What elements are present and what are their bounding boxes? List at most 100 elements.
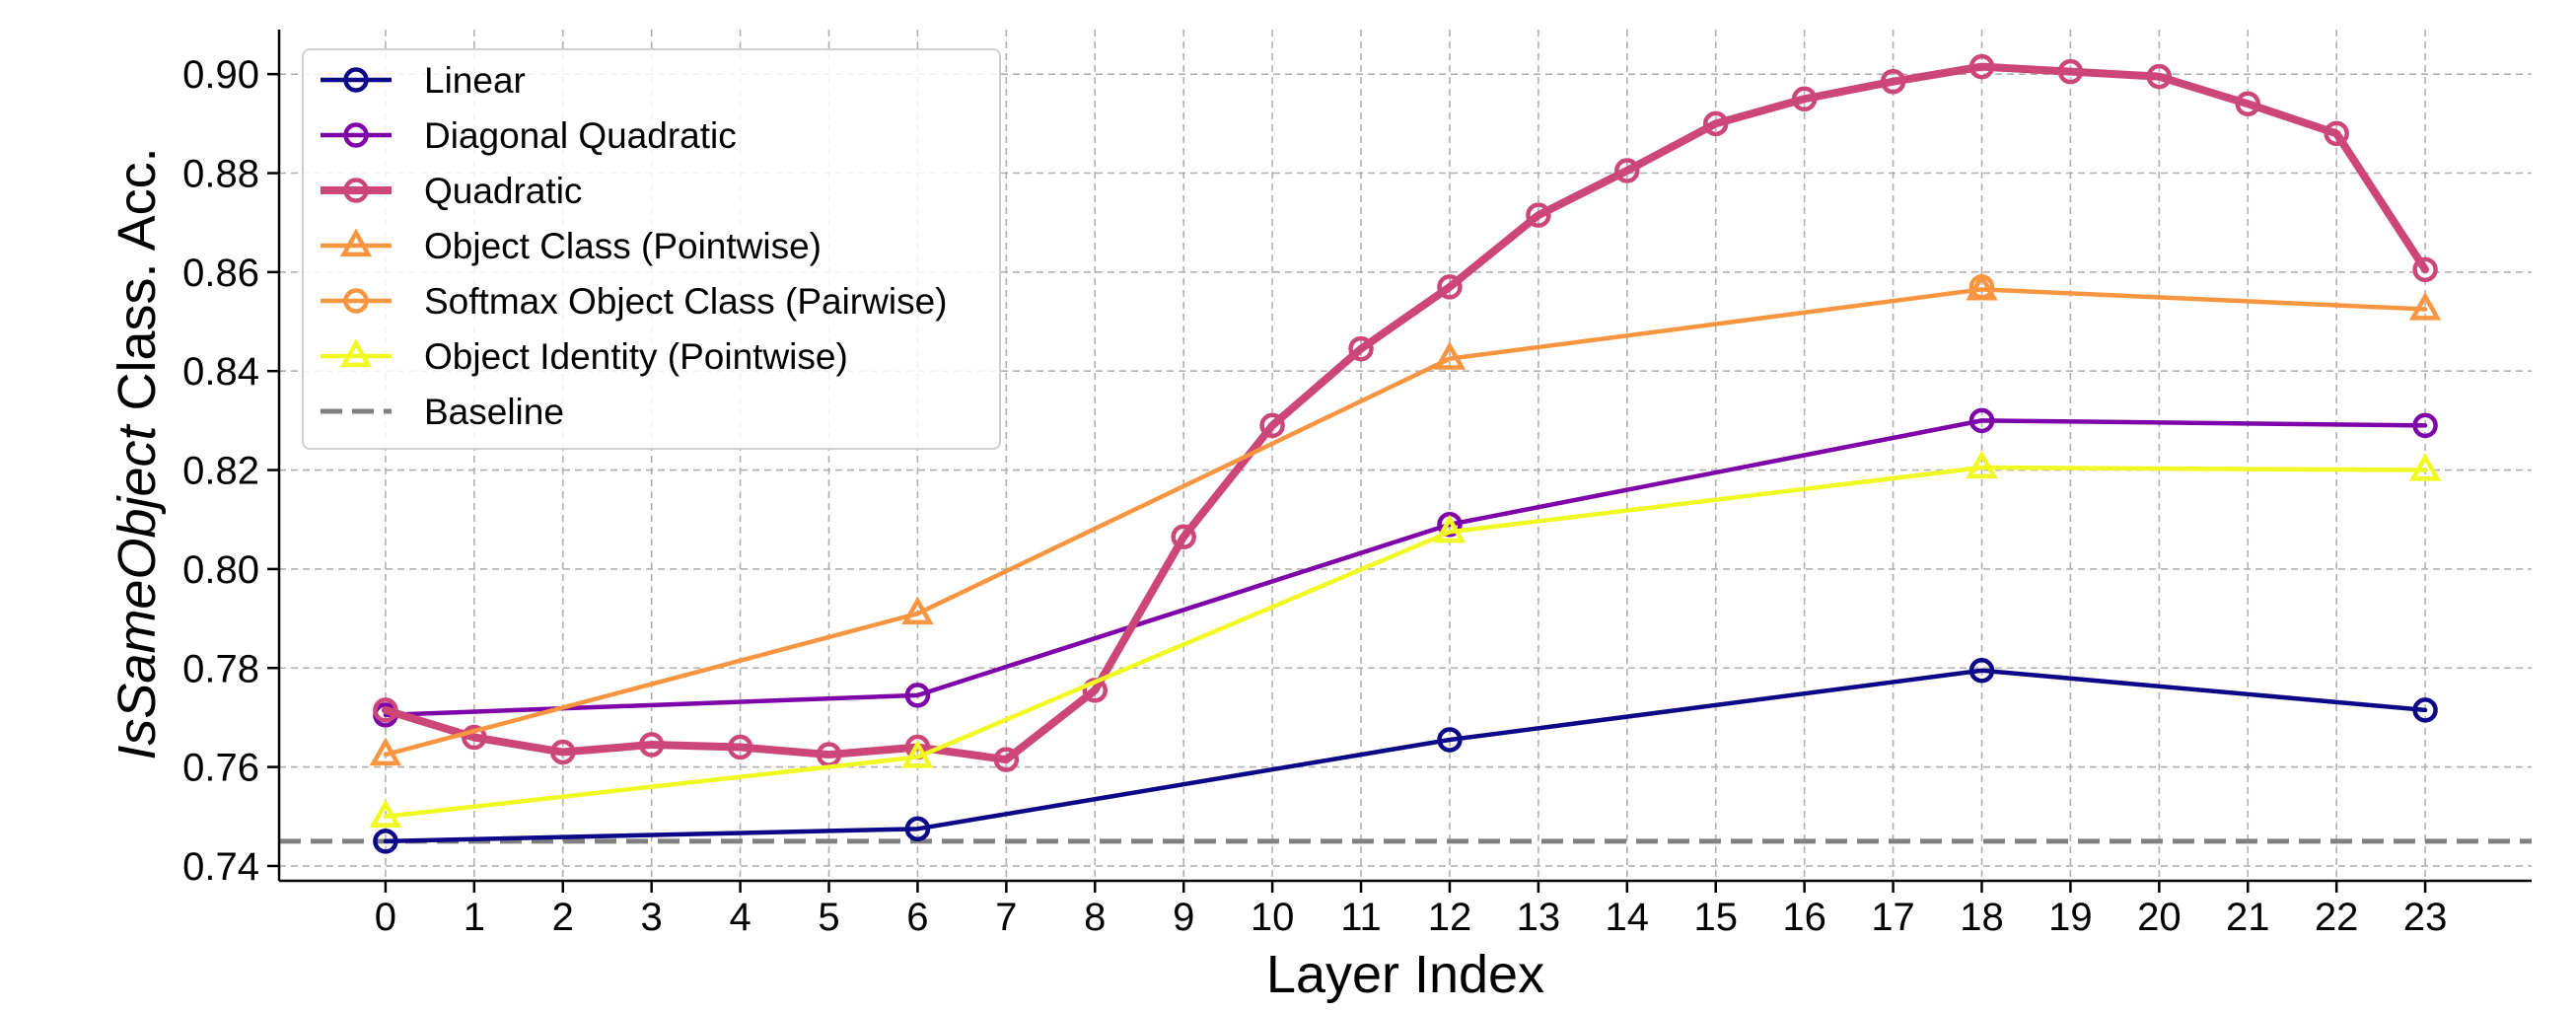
- legend-label: Baseline: [424, 392, 564, 432]
- x-tick-label: 18: [1960, 896, 2004, 939]
- legend-entry: Object Class (Pointwise): [321, 226, 822, 266]
- data-point: [462, 724, 487, 751]
- series-layer: [369, 53, 2442, 854]
- data-point: [1526, 202, 1551, 228]
- x-tick-label: 19: [2048, 896, 2093, 939]
- data-point: [369, 799, 402, 828]
- ticks: 0 1 2 3 4 5 6 7 8 9 10 11 12 13 14 15 16 17 18 19 20 21 22 230.…: [182, 53, 2447, 939]
- x-tick-label: 4: [729, 896, 751, 939]
- legend-label: Diagonal Quadratic: [424, 115, 737, 156]
- data-point: [1437, 511, 1463, 538]
- data-point: [2324, 120, 2349, 147]
- series-line: [383, 418, 2428, 718]
- x-tick-label: 12: [1428, 896, 1472, 939]
- data-point: [1171, 524, 1196, 550]
- data-point: [1433, 514, 1467, 543]
- legend-marker: [343, 122, 369, 148]
- data-point: [373, 829, 398, 854]
- legend-label: Object Class (Pointwise): [424, 226, 822, 266]
- legend-label: Quadratic: [424, 171, 582, 211]
- legend: Linear Diagonal Quadratic Quadratic Object …: [302, 48, 1001, 450]
- x-tick-label: 15: [1693, 896, 1738, 939]
- y-tick-label: 0.88: [182, 153, 259, 196]
- y-tick-label: 0.80: [182, 548, 259, 592]
- data-point: [993, 747, 1020, 772]
- data-point: [373, 697, 398, 723]
- series-0: [373, 658, 2438, 854]
- x-tick-label: 13: [1517, 896, 1561, 939]
- data-point: [549, 739, 576, 765]
- y-tick-label: 0.86: [182, 252, 259, 295]
- grid: [279, 30, 2532, 881]
- data-point: [904, 816, 931, 842]
- y-axis-title-rest: Class. Acc.: [107, 147, 167, 425]
- data-point: [2235, 91, 2261, 117]
- legend-entry: Quadratic: [321, 171, 582, 211]
- x-tick-label: 7: [995, 896, 1017, 939]
- y-tick-label: 0.90: [182, 53, 259, 97]
- data-point: [901, 739, 934, 768]
- legend-box: [302, 48, 1001, 450]
- x-tick-label: 22: [2315, 896, 2359, 939]
- legend-label: Linear: [424, 60, 526, 101]
- y-tick-label: 0.84: [182, 350, 259, 394]
- x-tick-label: 5: [818, 896, 839, 939]
- legend-marker: [339, 338, 373, 368]
- legend-entry: Softmax Object Class (Pairwise): [321, 281, 947, 322]
- legend-marker: [343, 288, 369, 314]
- data-point: [1968, 407, 1995, 434]
- series-line: [383, 287, 2428, 758]
- data-point: [1880, 68, 1906, 95]
- data-point: [727, 734, 753, 760]
- x-tick-label: 20: [2137, 896, 2182, 939]
- series-5: [369, 450, 2442, 828]
- legend-entry: Object Identity (Pointwise): [321, 336, 848, 377]
- data-point: [901, 596, 934, 625]
- x-tick-label: 1: [464, 896, 485, 939]
- x-tick-label: 17: [1871, 896, 1915, 939]
- legend-entry: Linear: [321, 60, 526, 101]
- series-4: [1968, 274, 1995, 300]
- x-tick-label: 10: [1251, 896, 1295, 939]
- x-tick-label: 9: [1173, 896, 1194, 939]
- x-tick-label: 0: [375, 896, 396, 939]
- x-tick-label: 6: [906, 896, 928, 939]
- data-point: [2412, 256, 2438, 283]
- data-point: [1968, 274, 1995, 300]
- y-tick-label: 0.76: [182, 747, 259, 790]
- data-point: [1702, 110, 1729, 137]
- data-point: [1437, 727, 1463, 753]
- series-line: [383, 465, 2428, 820]
- legend-label: Object Identity (Pointwise): [424, 336, 848, 377]
- y-axis-title: IsSameObject Class. Acc.: [107, 147, 167, 759]
- data-point: [1433, 341, 1467, 370]
- x-tick-label: 8: [1084, 896, 1106, 939]
- legend-marker: [339, 228, 373, 257]
- data-point: [1348, 335, 1374, 362]
- y-tick-label: 0.74: [182, 845, 259, 889]
- axes: [277, 30, 2532, 883]
- legend-marker: [343, 67, 369, 93]
- legend-marker: [343, 178, 369, 203]
- data-point: [2057, 58, 2084, 85]
- x-tick-label: 14: [1606, 896, 1650, 939]
- data-point: [1791, 86, 1818, 111]
- data-point: [1968, 658, 1995, 684]
- data-point: [1614, 158, 1640, 183]
- x-tick-label: 3: [641, 896, 663, 939]
- data-point: [904, 683, 931, 708]
- series-line: [381, 62, 2430, 764]
- x-tick-label: 21: [2226, 896, 2270, 939]
- data-point: [2412, 697, 2438, 723]
- series-2: [373, 53, 2438, 772]
- data-point: [2146, 63, 2173, 90]
- y-tick-label: 0.82: [182, 450, 259, 493]
- data-point: [369, 737, 402, 766]
- data-point: [1966, 450, 1998, 479]
- x-tick-label: 11: [1340, 896, 1382, 939]
- x-axis-title: Layer Index: [1266, 945, 1544, 1004]
- data-point: [2408, 452, 2442, 481]
- data-point: [2408, 291, 2442, 321]
- data-point: [1968, 53, 1995, 80]
